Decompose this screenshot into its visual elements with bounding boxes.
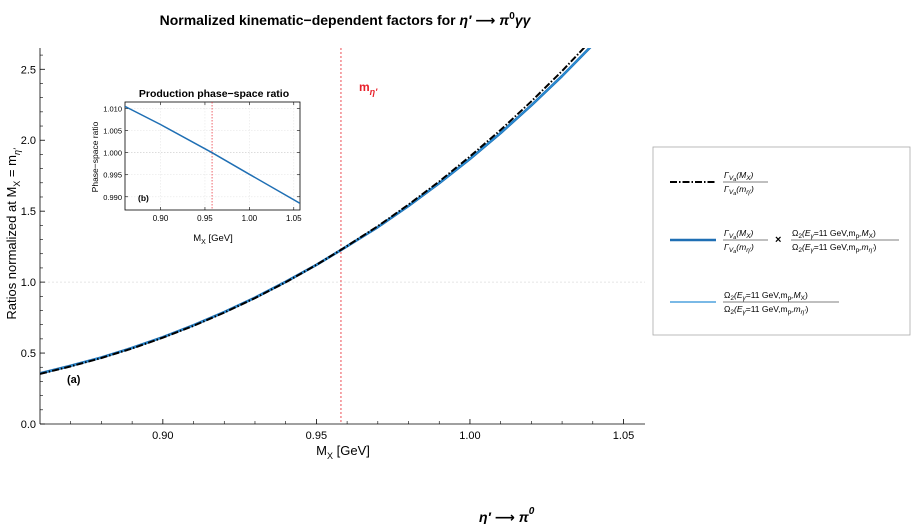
main-x-tick-label: 0.90	[152, 430, 173, 442]
inset-x-tick-label: 0.90	[153, 214, 169, 223]
inset-y-tick-label: 0.990	[103, 193, 122, 202]
vline-label-sub: η′	[370, 87, 378, 97]
main-series	[40, 48, 592, 375]
title-pi-sup: 0	[509, 11, 515, 22]
inset-y-tick-label: 1.010	[103, 105, 122, 114]
main-y-tick-label: 0.0	[21, 419, 36, 431]
panel-label-b: (b)	[138, 193, 149, 203]
svg-text:ΓVa(mη′): ΓVa(mη′)	[724, 184, 754, 197]
legend-entry-2: ΓVa(MX) ΓVa(mη′) × Ω2(Eγ=11 GeV,mp,MX) Ω…	[723, 228, 899, 255]
main-guides	[40, 48, 645, 424]
title-pi: π	[499, 12, 510, 28]
main-x-tick-label: 0.95	[306, 430, 327, 442]
inset-x-tick-label: 1.00	[242, 214, 258, 223]
title-gg: γγ	[515, 12, 532, 28]
chart-title: Normalized kinematic−dependent factors f…	[160, 11, 532, 28]
main-y-axis-label: Ratios normalized at MX = mη′	[4, 148, 22, 320]
svg-text:ΓVa(MX): ΓVa(MX)	[724, 170, 754, 183]
bottom-caption-fragment: η′ ⟶ π0	[479, 506, 535, 524]
inset-x-tick-label: 1.05	[286, 214, 302, 223]
svg-text:Ω2(Eγ=11 GeV,mp,mη′): Ω2(Eγ=11 GeV,mp,mη′)	[724, 304, 808, 316]
title-eta: η′	[460, 12, 473, 28]
inset-y-tick-label: 1.005	[103, 127, 122, 136]
main-axes: 0.90 0.95 1.00 1.05 0.0 0.5 1.0 1.5 2.0 2.5	[21, 48, 645, 442]
main-y-tick-label: 1.0	[21, 277, 36, 289]
main-x-axis-label: MX [GeV]	[316, 443, 370, 461]
legend-entry-1: ΓVa(MX) ΓVa(mη′)	[723, 170, 768, 197]
main-plot-panel: 0.90 0.95 1.00 1.05 0.0 0.5 1.0 1.5 2.0 2.5 mη′ (…	[4, 48, 645, 461]
main-x-tick-label: 1.05	[613, 430, 634, 442]
svg-text:Ω2(Eγ=11 GeV,mp,mη′): Ω2(Eγ=11 GeV,mp,mη′)	[792, 242, 876, 254]
inset-y-axis-label: Phase−space ratio	[90, 121, 100, 192]
inset-title: Production phase−space ratio	[139, 88, 289, 100]
vline-label: mη′	[359, 80, 378, 97]
inset-y-tick-label: 0.995	[103, 171, 122, 180]
inset-plot-panel: 0.90 0.95 1.00 1.05 0.990 0.995 1.000 1.005 1.01…	[90, 88, 302, 246]
legend: ΓVa(MX) ΓVa(mη′) ΓVa(MX) ΓVa(mη′) × Ω2(E…	[652, 146, 911, 336]
main-y-tick-label: 2.5	[21, 64, 36, 76]
legend-entry-3: Ω2(Eγ=11 GeV,mp,MX) Ω2(Eγ=11 GeV,mp,mη′)	[723, 290, 839, 316]
inset-x-tick-label: 0.95	[197, 214, 213, 223]
svg-text:×: ×	[775, 234, 781, 246]
main-y-tick-label: 1.5	[21, 206, 36, 218]
svg-text:ΓVa(mη′): ΓVa(mη′)	[724, 242, 754, 255]
inset-series-line	[125, 105, 300, 205]
svg-text:Ω2(Eγ=11 GeV,mp,MX): Ω2(Eγ=11 GeV,mp,MX)	[792, 228, 876, 240]
inset-x-axis-label: MX [GeV]	[193, 233, 233, 246]
title-text: Normalized kinematic−dependent factors f…	[160, 12, 460, 28]
vline-label-m: m	[359, 80, 370, 94]
inset-series	[125, 105, 300, 205]
inset-frame	[124, 101, 301, 211]
main-y-tick-label: 2.0	[21, 135, 36, 147]
svg-text:ΓVa(MX): ΓVa(MX)	[724, 228, 754, 241]
title-arrow: ⟶	[471, 12, 499, 28]
inset-y-tick-label: 1.000	[103, 149, 122, 158]
panel-label-a: (a)	[67, 374, 81, 386]
svg-text:Ω2(Eγ=11 GeV,mp,MX): Ω2(Eγ=11 GeV,mp,MX)	[724, 290, 808, 302]
main-x-tick-label: 1.00	[459, 430, 480, 442]
series-line-1	[40, 48, 586, 375]
inset-axes: 0.90 0.95 1.00 1.05 0.990 0.995 1.000 1.005 1.01…	[103, 102, 302, 223]
main-y-tick-label: 0.5	[21, 348, 36, 360]
